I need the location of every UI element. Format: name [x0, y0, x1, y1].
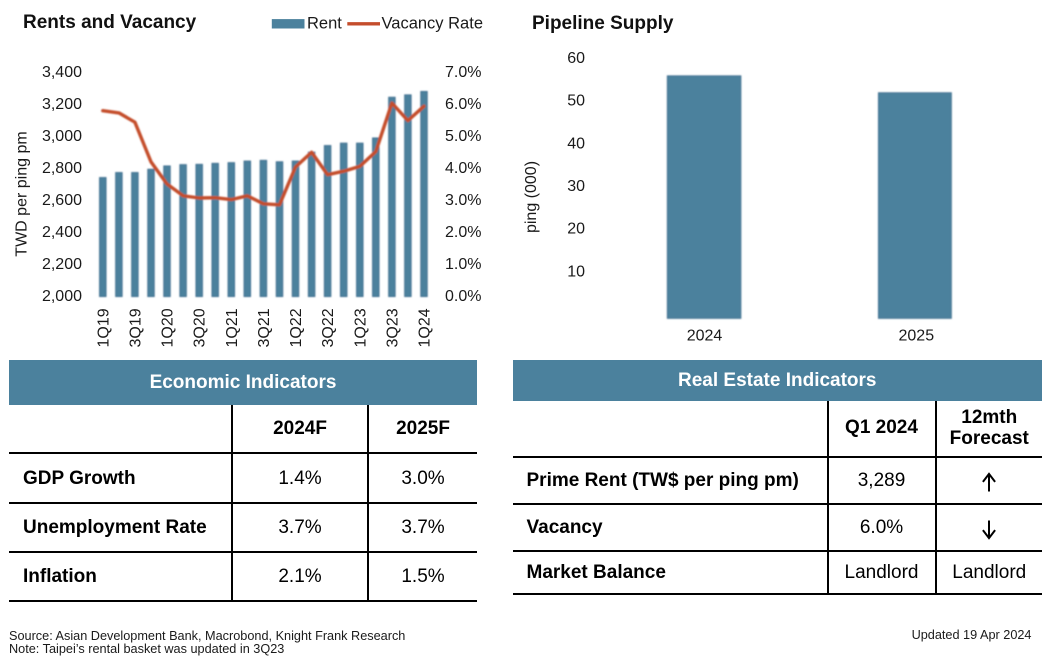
svg-text:Rent: Rent — [307, 15, 342, 33]
svg-text:20: 20 — [567, 221, 585, 238]
svg-text:2025: 2025 — [899, 328, 935, 345]
svg-text:2,400: 2,400 — [42, 224, 82, 241]
svg-text:Pipeline Supply: Pipeline Supply — [532, 13, 674, 34]
svg-text:5.0%: 5.0% — [445, 128, 481, 145]
svg-text:3.0%: 3.0% — [445, 192, 481, 209]
svg-text:3Q20: 3Q20 — [192, 308, 209, 347]
svg-text:ping (000): ping (000) — [523, 161, 540, 233]
svg-text:1Q20: 1Q20 — [160, 308, 177, 347]
svg-text:1Q24: 1Q24 — [417, 308, 434, 347]
svg-text:3Q19: 3Q19 — [127, 308, 144, 347]
svg-text:Vacancy Rate: Vacancy Rate — [382, 15, 484, 33]
svg-text:1.0%: 1.0% — [445, 256, 481, 273]
svg-text:3,000: 3,000 — [42, 128, 82, 145]
svg-text:50: 50 — [567, 93, 585, 110]
svg-text:3Q21: 3Q21 — [256, 308, 273, 347]
svg-text:2,800: 2,800 — [42, 160, 82, 177]
svg-text:4.0%: 4.0% — [445, 160, 481, 177]
svg-text:1Q19: 1Q19 — [95, 308, 112, 347]
svg-text:30: 30 — [567, 178, 585, 195]
svg-text:0.0%: 0.0% — [445, 288, 481, 305]
svg-text:40: 40 — [567, 135, 585, 152]
svg-text:3Q22: 3Q22 — [320, 308, 337, 347]
svg-text:2,000: 2,000 — [42, 288, 82, 305]
svg-text:2024: 2024 — [687, 328, 723, 345]
svg-text:Rents and Vacancy: Rents and Vacancy — [23, 12, 197, 33]
svg-text:3,200: 3,200 — [42, 96, 82, 113]
svg-text:1Q22: 1Q22 — [288, 308, 305, 347]
svg-text:1Q23: 1Q23 — [352, 308, 369, 347]
svg-text:2.0%: 2.0% — [445, 224, 481, 241]
svg-text:TWD per ping pm: TWD per ping pm — [14, 131, 31, 256]
svg-text:2,200: 2,200 — [42, 256, 82, 273]
svg-text:3,400: 3,400 — [42, 64, 82, 81]
svg-text:60: 60 — [567, 50, 585, 67]
svg-text:7.0%: 7.0% — [445, 64, 481, 81]
svg-text:2,600: 2,600 — [42, 192, 82, 209]
svg-text:6.0%: 6.0% — [445, 96, 481, 113]
svg-text:10: 10 — [567, 263, 585, 280]
svg-text:1Q21: 1Q21 — [224, 308, 241, 347]
svg-text:3Q23: 3Q23 — [384, 308, 401, 347]
